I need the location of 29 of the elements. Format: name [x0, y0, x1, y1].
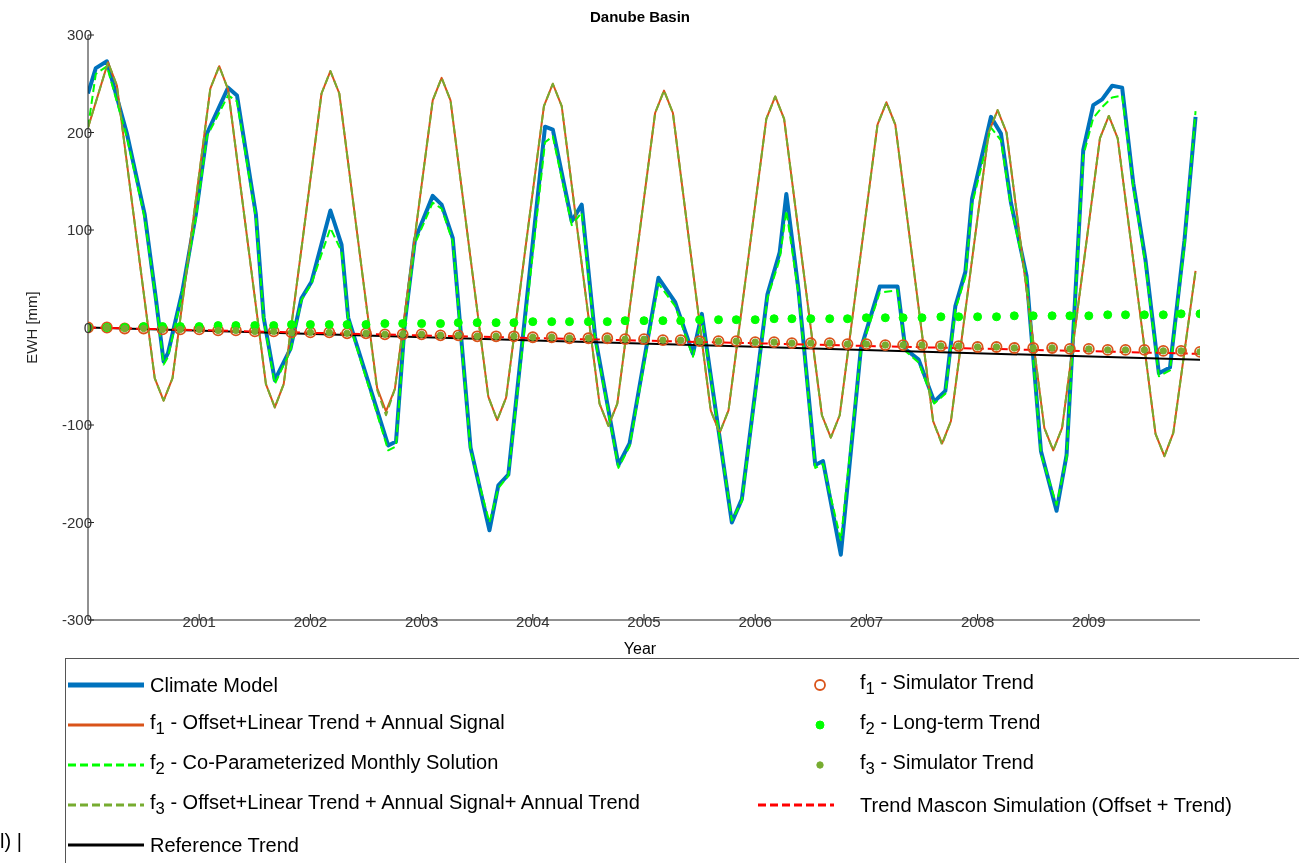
x-tick-label: 2004 [516, 612, 550, 630]
y-tick-label: -300 [61, 611, 92, 629]
x-tick-label: 2007 [849, 612, 884, 630]
y-tick-label: -200 [61, 513, 92, 531]
y-tick-label: 0 [83, 318, 92, 336]
legend-label: f$_{1}$ - Simulator Trend [860, 671, 1034, 698]
x-tick-label: 2009 [1072, 612, 1106, 630]
legend-label: f$_{3}$ - Offset+Linear Trend + Annual Signal+ Annual Trend [150, 791, 640, 818]
chart-title: Danube Basin [589, 8, 691, 25]
x-axis-title: Year [622, 640, 658, 658]
legend-label: f$_{1}$ - Offset+Linear Trend + Annual Signal [150, 711, 505, 738]
x-tick-label: 2002 [293, 612, 328, 630]
x-tick-label: 2005 [627, 612, 661, 630]
legend-label: f$_{2}$ - Co-Parameterized Monthly Solution [150, 751, 499, 778]
y-tick-label: 300 [66, 26, 92, 44]
x-tick-label: 2008 [960, 612, 995, 630]
text: l) | [0, 830, 22, 853]
legend-label: Trend Mascon Simulation (Offset + Trend) [860, 793, 1232, 816]
y-tick-label: -100 [61, 416, 92, 434]
y-tick-label: 200 [66, 123, 92, 141]
x-tick-label: 2001 [182, 612, 216, 630]
x-tick-label: 2003 [404, 612, 439, 630]
y-tick-label: 100 [66, 221, 92, 239]
x-tick-label: 2006 [738, 612, 772, 630]
y-axis-title: EWH [mm] [23, 291, 41, 364]
legend-label: Climate Model [150, 673, 278, 696]
legend-label: Reference Trend [150, 833, 299, 856]
legend-label: f$_{2}$ - Long-term Trend [860, 711, 1041, 738]
legend-label: f$_{3}$ - Simulator Trend [860, 751, 1034, 778]
